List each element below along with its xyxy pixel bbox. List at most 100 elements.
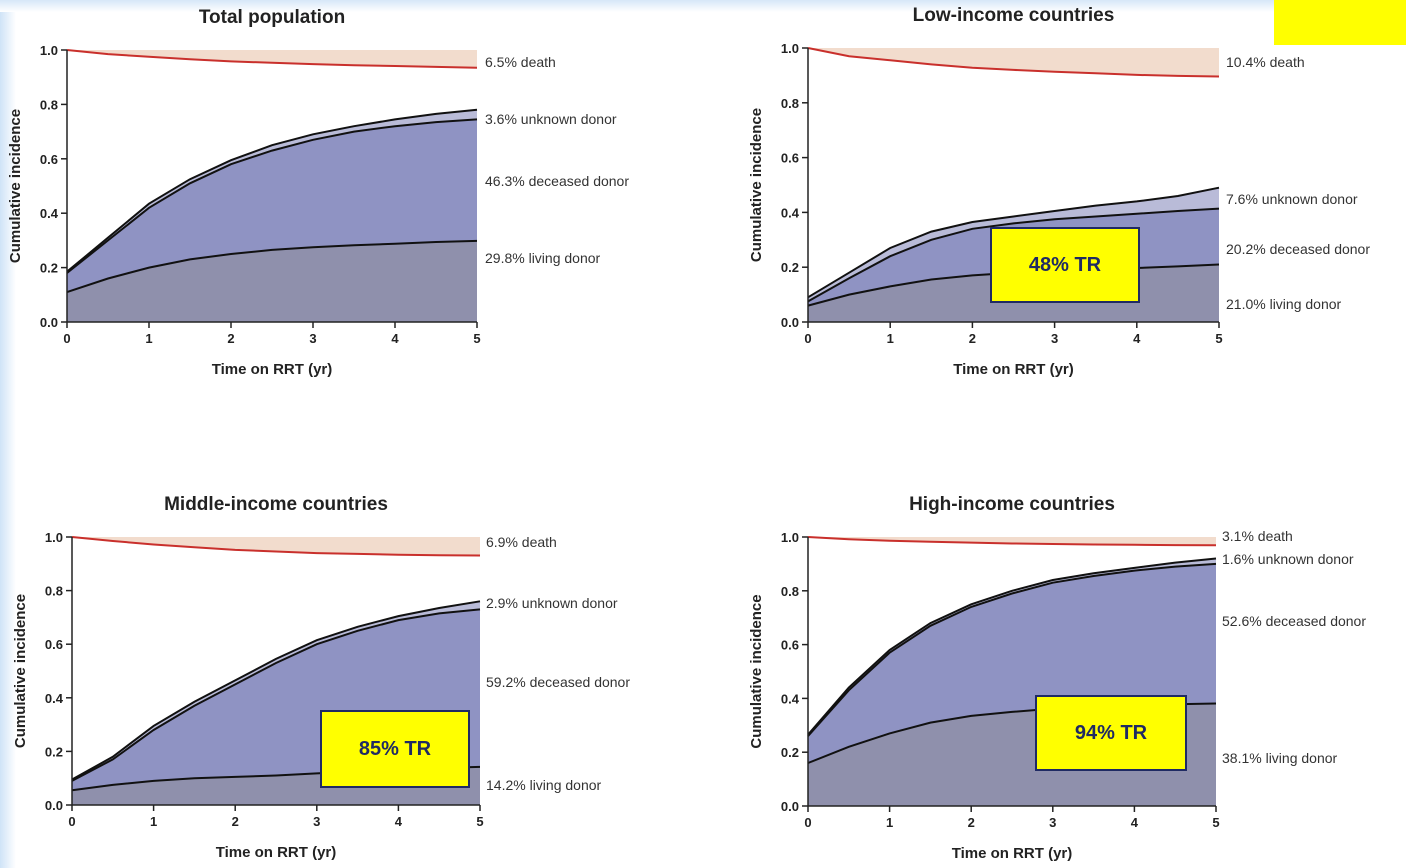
- corner-highlight-patch: [1274, 0, 1406, 45]
- low-y-tick-label: 0.8: [781, 96, 799, 111]
- middle-unknown-line: [71, 600, 481, 781]
- total-x-tick-label: 3: [309, 331, 316, 346]
- high-x-tick-label: 0: [804, 815, 811, 830]
- total-death-line: [66, 49, 478, 69]
- high-death-label: 3.1% death: [1222, 528, 1293, 544]
- low-deceased-label: 20.2% deceased donor: [1226, 241, 1370, 257]
- total-death-label: 6.5% death: [485, 54, 556, 70]
- low-unknown-label: 7.6% unknown donor: [1226, 191, 1358, 207]
- low-x-tick-label: 0: [804, 331, 811, 346]
- high-x-tick-label: 1: [886, 815, 893, 830]
- middle-y-tick-label: 1.0: [45, 530, 63, 545]
- total-y-tick-label: 0.8: [40, 97, 58, 112]
- middle-deceased-label: 59.2% deceased donor: [486, 674, 630, 690]
- total-chart-title: Total population: [199, 7, 345, 28]
- low-death-line: [807, 47, 1220, 78]
- high-y-tick-label: 1.0: [781, 530, 799, 545]
- low-chart-title: Low-income countries: [913, 5, 1115, 26]
- middle-death-label: 6.9% death: [486, 534, 557, 550]
- low-deceased-line: [807, 207, 1220, 303]
- total-x-tick-label: 4: [391, 331, 399, 346]
- high-x-tick-label: 5: [1212, 815, 1219, 830]
- slide-left-gradient: [0, 0, 16, 868]
- total-deceased-area: [67, 119, 477, 293]
- low-unknown-line: [807, 186, 1220, 299]
- total-deceased-label: 46.3% deceased donor: [485, 173, 629, 189]
- middle-unknown-label: 2.9% unknown donor: [486, 595, 618, 611]
- high-deceased-area: [808, 563, 1216, 763]
- middle-death-line: [71, 536, 481, 557]
- total-living-label: 29.8% living donor: [485, 250, 601, 266]
- high-deceased-line: [807, 562, 1217, 737]
- high-x-tick-label: 2: [968, 815, 975, 830]
- total-living-area: [67, 240, 477, 322]
- high-deceased-label: 52.6% deceased donor: [1222, 613, 1366, 629]
- high-y-tick-label: 0.0: [781, 799, 799, 814]
- low-x-tick-label: 1: [887, 331, 894, 346]
- total-x-tick-label: 1: [145, 331, 152, 346]
- middle-y-tick-label: 0.8: [45, 584, 63, 599]
- high-income-tr-callout: 94% TR: [1035, 695, 1187, 771]
- low-x-tick-label: 5: [1215, 331, 1222, 346]
- total-y-tick-label: 1.0: [40, 43, 58, 58]
- low-y-tick-label: 1.0: [781, 41, 799, 56]
- high-y-axis-label: Cumulative incidence: [748, 594, 765, 748]
- middle-x-tick-label: 4: [395, 814, 403, 829]
- middle-y-axis-label: Cumulative incidence: [12, 594, 29, 748]
- middle-x-tick-label: 5: [476, 814, 483, 829]
- total-y-tick-label: 0.0: [40, 315, 58, 330]
- low-unknown-area: [808, 187, 1219, 302]
- middle-y-tick-label: 0.2: [45, 744, 63, 759]
- total-y-tick-label: 0.4: [40, 206, 59, 221]
- low-x-tick-label: 2: [969, 331, 976, 346]
- middle-x-tick-label: 2: [232, 814, 239, 829]
- low-death-area: [808, 48, 1219, 77]
- high-unknown-label: 1.6% unknown donor: [1222, 551, 1354, 567]
- high-y-tick-label: 0.4: [781, 691, 800, 706]
- middle-y-tick-label: 0.0: [45, 798, 63, 813]
- high-unknown-line: [807, 557, 1217, 736]
- low-y-tick-label: 0.6: [781, 151, 799, 166]
- low-death-label: 10.4% death: [1226, 54, 1305, 70]
- total-unknown-label: 3.6% unknown donor: [485, 111, 617, 127]
- high-x-tick-label: 4: [1131, 815, 1139, 830]
- total-y-tick-label: 0.2: [40, 261, 58, 276]
- middle-x-axis-label: Time on RRT (yr): [216, 844, 337, 861]
- total-y-tick-label: 0.6: [40, 152, 58, 167]
- middle-y-tick-label: 0.6: [45, 637, 63, 652]
- high-x-tick-label: 3: [1049, 815, 1056, 830]
- low-living-label: 21.0% living donor: [1226, 296, 1342, 312]
- high-y-tick-label: 0.6: [781, 638, 799, 653]
- high-x-axis-label: Time on RRT (yr): [952, 845, 1073, 862]
- low-x-axis-label: Time on RRT (yr): [953, 361, 1074, 378]
- middle-death-area: [72, 537, 480, 556]
- total-deceased-line: [66, 118, 478, 274]
- slide-top-gradient: [0, 0, 1406, 12]
- low-y-tick-label: 0.2: [781, 260, 799, 275]
- high-living-label: 38.1% living donor: [1222, 750, 1338, 766]
- total-living-line: [66, 239, 478, 294]
- middle-deceased-line: [71, 608, 481, 782]
- middle-x-tick-label: 1: [150, 814, 157, 829]
- total-x-axis-label: Time on RRT (yr): [212, 361, 333, 378]
- low-y-tick-label: 0.0: [781, 315, 799, 330]
- total-x-tick-label: 2: [227, 331, 234, 346]
- high-y-tick-label: 0.8: [781, 584, 799, 599]
- total-unknown-line: [66, 108, 478, 273]
- high-death-line: [807, 536, 1217, 547]
- low-y-tick-label: 0.4: [781, 205, 800, 220]
- high-death-area: [808, 537, 1216, 546]
- middle-y-tick-label: 0.4: [45, 691, 64, 706]
- middle-living-label: 14.2% living donor: [486, 777, 602, 793]
- high-y-tick-label: 0.2: [781, 745, 799, 760]
- low-y-axis-label: Cumulative incidence: [748, 108, 765, 262]
- low-x-tick-label: 4: [1133, 331, 1141, 346]
- high-chart-title: High-income countries: [909, 494, 1115, 515]
- middle-x-tick-label: 3: [313, 814, 320, 829]
- total-y-axis-label: Cumulative incidence: [7, 109, 24, 263]
- total-x-tick-label: 5: [473, 331, 480, 346]
- total-death-area: [67, 50, 477, 68]
- low-x-tick-label: 3: [1051, 331, 1058, 346]
- low-income-tr-callout: 48% TR: [990, 227, 1140, 303]
